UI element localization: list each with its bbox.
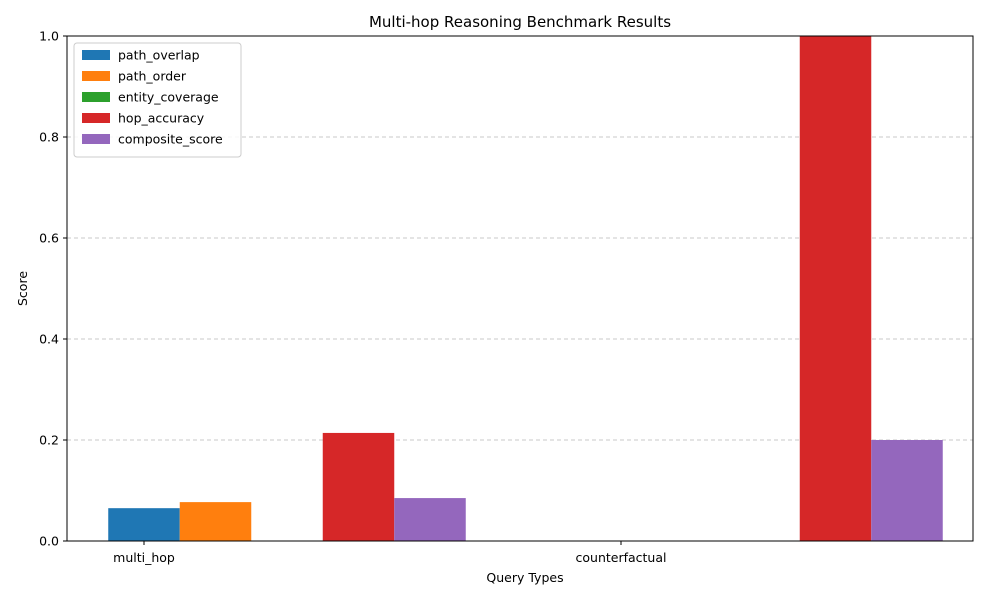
y-tick-label: 0.8	[39, 130, 59, 145]
y-tick-label: 0.0	[39, 534, 59, 549]
bar-path_overlap-multi_hop	[108, 508, 180, 541]
legend-label-entity_coverage: entity_coverage	[118, 90, 219, 105]
bar-path_order-multi_hop	[179, 502, 252, 541]
y-axis-ticks: 0.0 0.2 0.4 0.6 0.8 1.0	[39, 29, 67, 549]
y-tick-label: 0.4	[39, 332, 59, 347]
x-tick-label: multi_hop	[113, 550, 175, 565]
chart-title: Multi-hop Reasoning Benchmark Results	[369, 13, 671, 31]
y-tick-label: 1.0	[39, 29, 59, 44]
bar-composite_score-counterfactual	[871, 440, 943, 541]
bar-hop_accuracy-multi_hop	[322, 432, 395, 541]
y-axis-label: Score	[15, 271, 30, 306]
x-axis-label: Query Types	[486, 570, 563, 585]
legend: path_overlap path_order entity_coveragehop…	[73, 42, 242, 158]
legend-swatch-entity_coverage	[82, 92, 110, 102]
legend-swatch-composite_score	[82, 134, 110, 144]
legend-label-hop_accuracy: hop_accuracy	[118, 111, 205, 126]
x-tick-label: counterfactual	[576, 550, 667, 565]
legend-swatch-path_order	[82, 71, 110, 81]
plot-frame	[66, 35, 974, 542]
bars	[108, 36, 943, 541]
legend-swatch-hop_accuracy	[82, 113, 110, 123]
bar-hop_accuracy-counterfactual	[799, 36, 872, 541]
legend-label-path_order: path_order	[118, 69, 187, 84]
legend-label-path_overlap: path_overlap	[118, 48, 200, 63]
x-axis-ticks: multi_hop counterfactual	[113, 541, 667, 565]
legend-swatch-path_overlap	[82, 50, 110, 60]
y-tick-label: 0.6	[39, 231, 59, 246]
legend-box	[73, 42, 242, 158]
bar-composite_score-multi_hop	[394, 498, 466, 541]
legend-label-composite_score: composite_score	[118, 132, 223, 147]
y-tick-label: 0.2	[39, 433, 59, 448]
